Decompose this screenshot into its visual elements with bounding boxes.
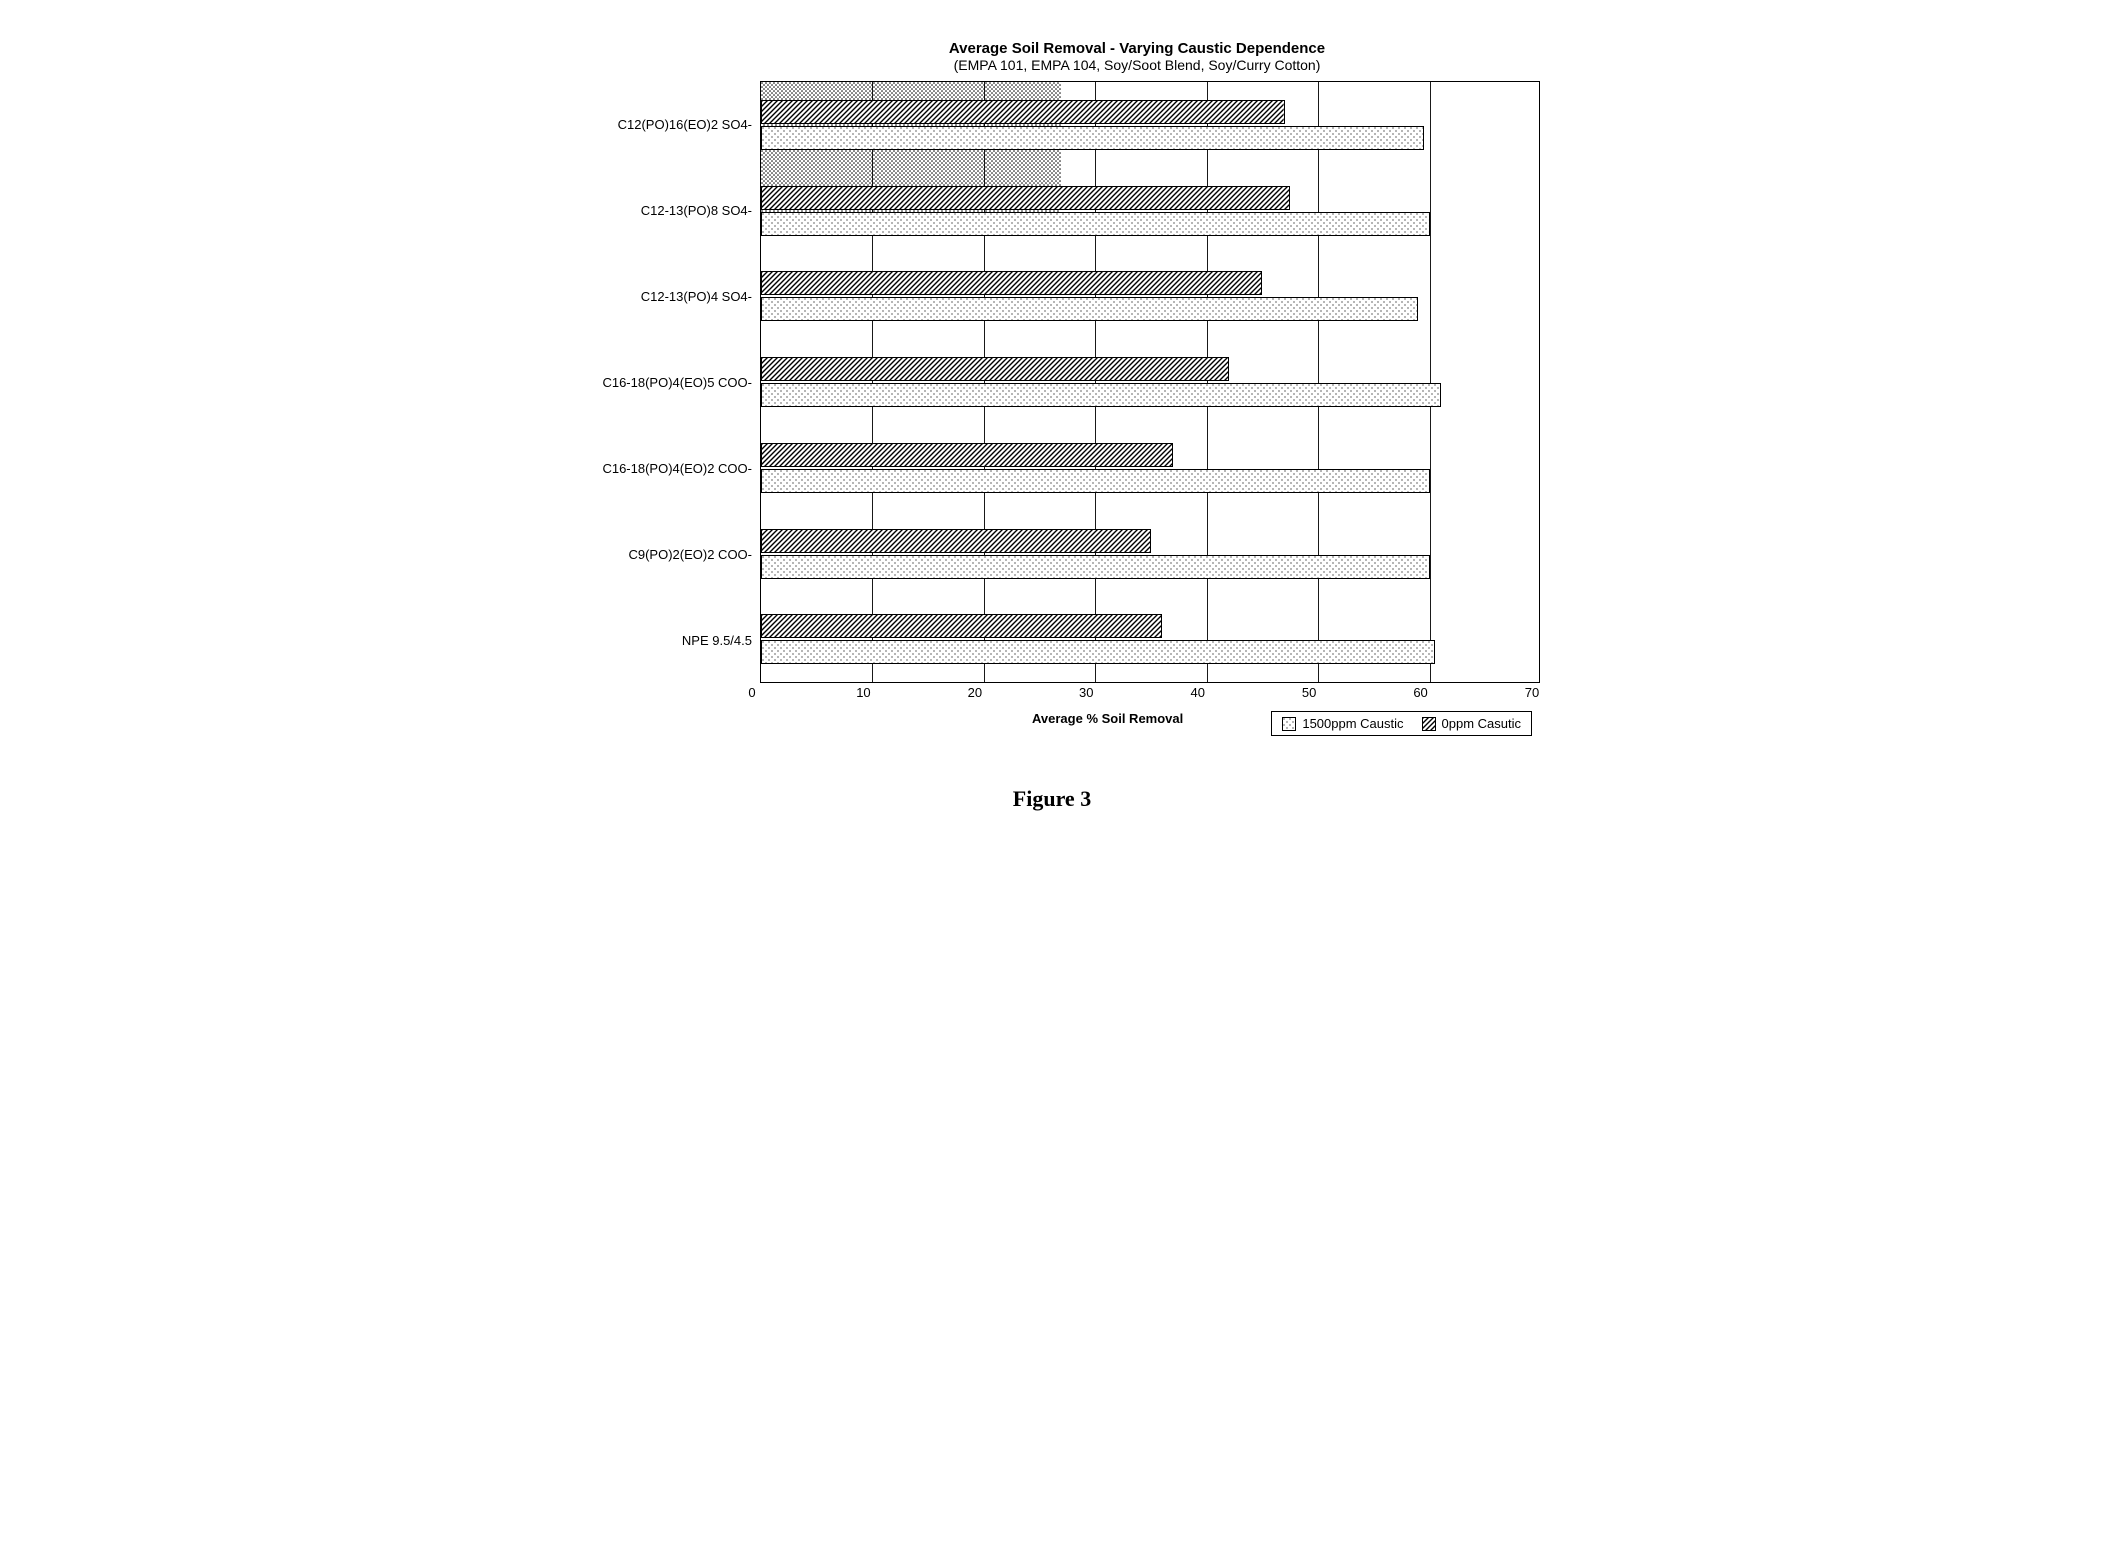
x-axis-ticks: 010203040506070 [752,683,1532,707]
bar [761,383,1441,407]
category-row [761,339,1539,425]
category-row [761,168,1539,254]
x-tick-label: 70 [1525,685,1539,700]
y-axis-category-label: C9(PO)2(EO)2 COO- [628,511,752,597]
x-axis-label: Average % Soil Removal [1032,711,1183,726]
legend-swatch [1422,717,1436,731]
y-axis-category-label: C12-13(PO)4 SO4- [641,253,752,339]
x-tick-label: 30 [1079,685,1093,700]
plot-area [760,81,1540,683]
legend-label: 1500ppm Caustic [1302,716,1403,731]
x-tick-label: 10 [856,685,870,700]
y-axis-labels: C12(PO)16(EO)2 SO4-C12-13(PO)8 SO4-C12-1… [552,81,760,683]
legend-item: 1500ppm Caustic [1282,716,1403,731]
bar [761,357,1229,381]
y-axis-category-label: C16-18(PO)4(EO)2 COO- [602,425,752,511]
bar [761,100,1285,124]
category-row [761,511,1539,597]
y-axis-category-label: NPE 9.5/4.5 [682,597,752,683]
chart-body: C12(PO)16(EO)2 SO4-C12-13(PO)8 SO4-C12-1… [552,81,1552,683]
legend-item: 0ppm Casutic [1422,716,1521,731]
category-row [761,596,1539,682]
chart-title-main: Average Soil Removal - Varying Caustic D… [722,40,1552,57]
category-row [761,253,1539,339]
y-axis-category-label: C12(PO)16(EO)2 SO4- [618,81,752,167]
y-axis-category-label: C16-18(PO)4(EO)5 COO- [602,339,752,425]
legend: 1500ppm Caustic 0ppm Casutic [1271,711,1532,736]
x-tick-label: 40 [1190,685,1204,700]
chart-title-sub: (EMPA 101, EMPA 104, Soy/Soot Blend, Soy… [722,57,1552,73]
bar [761,443,1173,467]
figure-label: Figure 3 [552,786,1552,812]
bar [761,297,1418,321]
category-row [761,82,1539,168]
category-rows [761,82,1539,682]
bar [761,469,1430,493]
chart-titles: Average Soil Removal - Varying Caustic D… [722,40,1552,73]
y-axis-category-label: C12-13(PO)8 SO4- [641,167,752,253]
bar [761,186,1290,210]
bar [761,640,1435,664]
bar [761,271,1262,295]
x-tick-label: 60 [1413,685,1427,700]
x-tick-label: 50 [1302,685,1316,700]
bar [761,126,1424,150]
legend-label: 0ppm Casutic [1442,716,1521,731]
x-tick-label: 20 [968,685,982,700]
x-axis-row: Average % Soil Removal 1500ppm Caustic 0p… [752,711,1532,736]
category-row [761,425,1539,511]
bar [761,614,1162,638]
bar [761,555,1430,579]
bar [761,212,1430,236]
x-tick-label: 0 [748,685,755,700]
bar [761,529,1151,553]
legend-swatch [1282,717,1296,731]
chart-container: Average Soil Removal - Varying Caustic D… [552,40,1552,812]
